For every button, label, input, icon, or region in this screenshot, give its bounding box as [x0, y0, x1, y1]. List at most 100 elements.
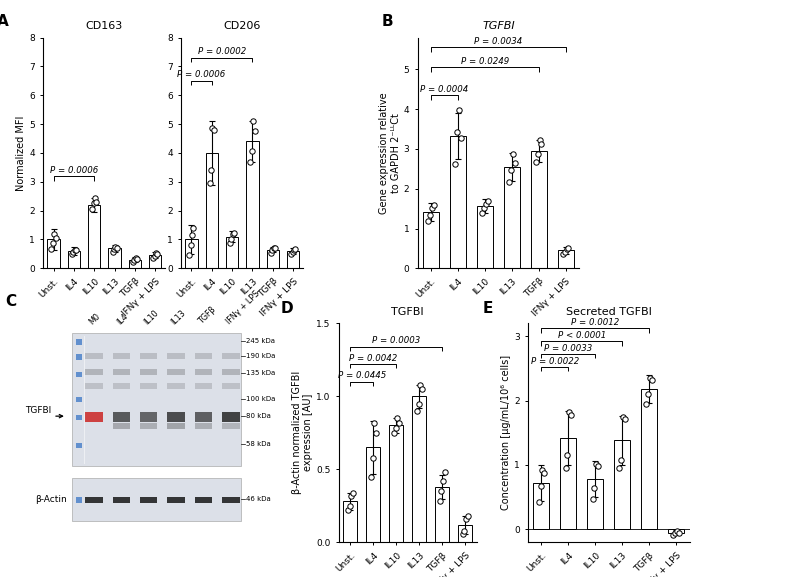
Bar	[68, 251, 80, 268]
Bar	[113, 423, 130, 429]
Point	[188, 224, 200, 233]
Title: CD206: CD206	[224, 21, 261, 31]
Point	[365, 472, 377, 481]
Point	[563, 407, 575, 417]
Point	[106, 247, 119, 256]
Point	[67, 248, 80, 257]
Point	[414, 380, 426, 389]
Bar	[113, 353, 130, 359]
Point	[533, 136, 546, 145]
Text: M0: M0	[87, 312, 102, 326]
Point	[110, 243, 123, 252]
Bar	[76, 354, 82, 359]
Point	[457, 529, 470, 538]
Text: IL10: IL10	[143, 308, 161, 326]
Text: P = 0.0012: P = 0.0012	[571, 318, 619, 327]
Point	[530, 157, 542, 166]
Point	[435, 486, 448, 496]
Point	[461, 511, 474, 520]
Point	[391, 414, 403, 423]
Text: P = 0.0004: P = 0.0004	[421, 85, 469, 94]
Text: 190 kDa: 190 kDa	[246, 353, 276, 359]
Point	[129, 254, 142, 263]
Bar	[195, 369, 212, 376]
Title: CD163: CD163	[86, 21, 123, 31]
Point	[184, 240, 197, 249]
Point	[561, 451, 574, 460]
Y-axis label: Normalized MFI: Normalized MFI	[17, 115, 27, 190]
Point	[346, 488, 359, 497]
Bar	[140, 383, 158, 389]
Point	[480, 199, 492, 208]
Point	[267, 243, 280, 252]
Point	[640, 399, 652, 409]
Text: C: C	[5, 294, 16, 309]
Bar	[247, 141, 258, 268]
Bar	[435, 487, 449, 542]
Point	[131, 254, 143, 264]
Point	[225, 234, 238, 243]
Bar	[88, 205, 100, 268]
Bar	[533, 483, 549, 530]
Bar	[167, 353, 185, 359]
Point	[537, 468, 550, 477]
Point	[45, 244, 58, 253]
Bar	[85, 383, 102, 389]
Text: 58 kDa: 58 kDa	[246, 441, 271, 447]
Point	[128, 256, 140, 265]
Bar	[504, 167, 520, 268]
Bar	[76, 397, 82, 403]
Point	[344, 501, 356, 511]
Text: D: D	[281, 301, 294, 316]
Text: P = 0.0033: P = 0.0033	[545, 344, 593, 353]
Bar	[222, 383, 240, 389]
Point	[451, 128, 463, 137]
Point	[246, 147, 258, 156]
Text: E: E	[483, 301, 493, 316]
Bar	[587, 479, 604, 530]
Point	[459, 514, 472, 523]
Point	[388, 428, 400, 437]
Bar	[85, 369, 102, 376]
Point	[424, 210, 437, 219]
Point	[207, 125, 220, 134]
Bar	[222, 497, 240, 503]
Text: 245 kDa: 245 kDa	[246, 338, 275, 344]
Bar	[167, 369, 185, 376]
Bar	[76, 443, 82, 448]
Point	[556, 249, 569, 258]
Point	[415, 384, 428, 394]
Point	[478, 203, 490, 212]
Point	[667, 530, 679, 539]
Point	[186, 230, 199, 240]
Point	[366, 453, 379, 462]
Point	[645, 375, 658, 384]
Bar	[477, 206, 493, 268]
Bar	[113, 412, 130, 422]
Point	[476, 209, 489, 218]
Point	[266, 246, 278, 255]
Point	[644, 373, 656, 383]
Point	[411, 406, 423, 415]
Bar	[668, 530, 684, 533]
Text: P = 0.0022: P = 0.0022	[531, 357, 579, 366]
Point	[203, 179, 216, 188]
Point	[224, 238, 236, 248]
Point	[183, 250, 195, 260]
Text: 46 kDa: 46 kDa	[246, 496, 271, 503]
Point	[228, 228, 240, 238]
Bar	[47, 239, 60, 268]
Point	[148, 252, 161, 261]
Point	[342, 505, 355, 515]
Point	[438, 467, 451, 477]
Point	[535, 140, 548, 149]
Point	[147, 254, 159, 263]
Bar	[167, 383, 185, 389]
Point	[226, 230, 239, 239]
Point	[69, 245, 81, 254]
Point	[69, 246, 82, 255]
Point	[619, 414, 631, 423]
Point	[150, 249, 162, 258]
Point	[449, 159, 462, 168]
Bar	[614, 440, 630, 530]
